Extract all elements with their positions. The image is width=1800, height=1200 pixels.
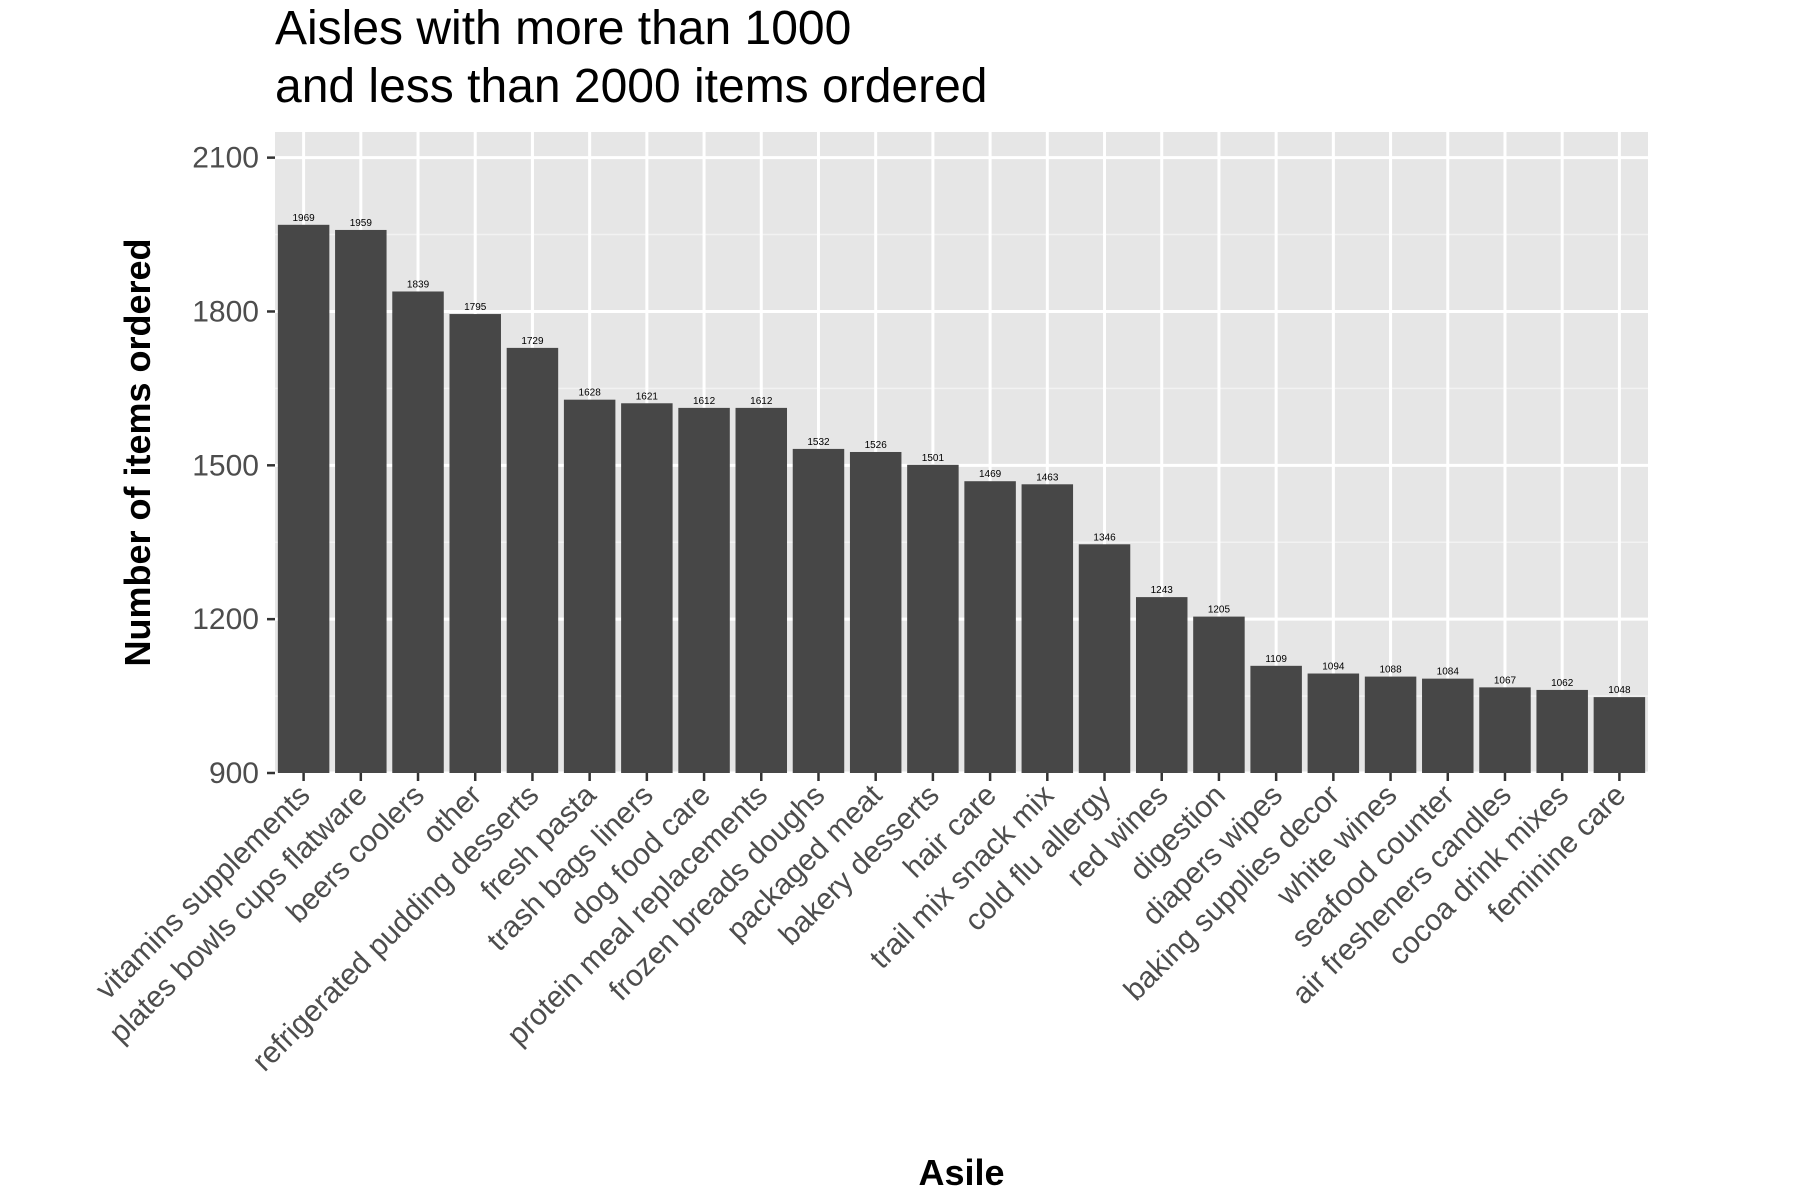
bar <box>1021 484 1074 773</box>
bar-value-label: 1463 <box>1036 472 1059 483</box>
bars <box>277 224 1646 774</box>
bar-value-label: 1094 <box>1322 662 1345 673</box>
bar <box>1250 665 1302 773</box>
x-axis-title: Asile <box>918 1152 1004 1193</box>
bar-value-label: 1959 <box>350 218 373 229</box>
bar <box>678 407 730 773</box>
bar-value-label: 1532 <box>807 437 830 448</box>
bar <box>392 291 444 773</box>
data-labels: 1969 1959 1839 1795 1729 1628 1621 1612 1612 1532… <box>292 213 1630 696</box>
bar-value-label: 1109 <box>1265 654 1287 665</box>
y-tick-label: 900 <box>209 757 259 790</box>
bar <box>621 403 673 773</box>
bar-value-label: 1795 <box>464 302 487 313</box>
bar <box>1593 697 1646 773</box>
bar-value-label: 1969 <box>292 213 315 224</box>
bar <box>1364 676 1417 773</box>
bar <box>735 407 788 773</box>
bar <box>1193 616 1245 773</box>
bar-value-label: 1062 <box>1551 678 1574 689</box>
bar <box>792 448 845 773</box>
bar-value-label: 1729 <box>521 336 544 347</box>
bar <box>907 464 959 773</box>
y-axis-title: Number of items ordered <box>117 238 158 666</box>
chart-title: Aisles with more than 1000 and less than… <box>275 0 987 116</box>
bar-value-label: 1469 <box>979 469 1002 480</box>
bar-value-label: 1628 <box>579 388 602 399</box>
plot-panel <box>275 132 1648 773</box>
y-tick-label: 1500 <box>192 449 259 482</box>
bar <box>506 347 559 773</box>
bar <box>964 481 1016 773</box>
bar-value-label: 1067 <box>1494 675 1517 686</box>
bar-value-label: 1048 <box>1608 685 1631 696</box>
bar <box>1422 678 1474 773</box>
bar-value-label: 1526 <box>865 440 888 451</box>
bar <box>449 314 501 773</box>
y-tick-label: 1800 <box>192 295 259 328</box>
bar-value-label: 1839 <box>407 279 430 290</box>
bar-value-label: 1243 <box>1151 585 1174 596</box>
bar-value-label: 1084 <box>1437 667 1460 678</box>
bar <box>335 229 387 773</box>
bar-value-label: 1621 <box>636 391 659 402</box>
chart-title-line-1: Aisles with more than 1000 <box>275 2 852 55</box>
bar <box>1135 597 1188 773</box>
bar-value-label: 1205 <box>1208 605 1231 616</box>
bar <box>1307 673 1360 773</box>
bar <box>1078 544 1131 773</box>
y-axis: 900 1200 1500 1800 2100 <box>192 142 275 790</box>
chart-title-line-2: and less than 2000 items ordered <box>275 60 988 113</box>
bar-value-label: 1088 <box>1379 665 1402 676</box>
y-tick-label: 1200 <box>192 603 259 636</box>
bar <box>563 399 616 773</box>
bar <box>1479 687 1531 773</box>
bar <box>1536 689 1588 773</box>
y-tick-label: 2100 <box>192 142 259 175</box>
bar-value-label: 1346 <box>1093 532 1116 543</box>
bar <box>277 224 330 774</box>
bar <box>849 451 902 773</box>
bar-value-label: 1501 <box>922 453 945 464</box>
bar-value-label: 1612 <box>750 396 773 407</box>
bar-value-label: 1612 <box>693 396 716 407</box>
